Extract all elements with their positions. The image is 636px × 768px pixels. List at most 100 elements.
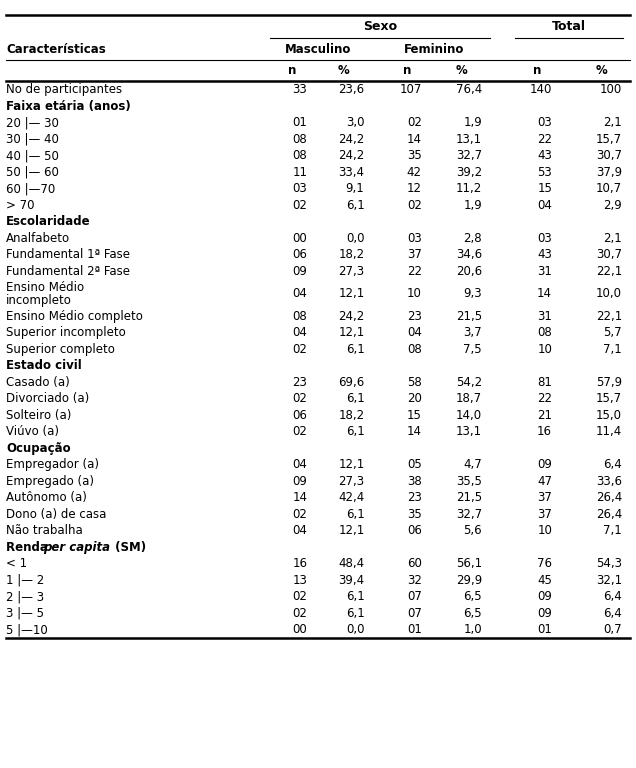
Text: 33,6: 33,6 (596, 475, 622, 488)
Text: 32: 32 (407, 574, 422, 587)
Text: 06: 06 (293, 409, 307, 422)
Text: 23,6: 23,6 (338, 83, 364, 96)
Text: Feminino: Feminino (404, 43, 464, 55)
Text: 54,3: 54,3 (596, 558, 622, 571)
Text: 3,0: 3,0 (346, 116, 364, 129)
Text: 30,7: 30,7 (596, 149, 622, 162)
Text: 9,3: 9,3 (464, 287, 482, 300)
Text: Total: Total (552, 21, 586, 33)
Text: 45: 45 (537, 574, 552, 587)
Text: 6,4: 6,4 (604, 591, 622, 604)
Text: n: n (288, 65, 297, 77)
Text: 56,1: 56,1 (456, 558, 482, 571)
Text: 23: 23 (407, 310, 422, 323)
Text: 06: 06 (407, 525, 422, 538)
Text: 01: 01 (407, 624, 422, 637)
Text: 2,8: 2,8 (464, 232, 482, 245)
Text: 7,1: 7,1 (604, 525, 622, 538)
Text: (SM): (SM) (111, 541, 146, 554)
Text: 23: 23 (293, 376, 307, 389)
Text: 33,4: 33,4 (338, 166, 364, 179)
Text: 12,1: 12,1 (338, 525, 364, 538)
Text: 6,1: 6,1 (346, 199, 364, 212)
Text: 08: 08 (293, 133, 307, 146)
Text: Fundamental 2ª Fase: Fundamental 2ª Fase (6, 265, 130, 278)
Text: 16: 16 (292, 558, 307, 571)
Text: 26,4: 26,4 (596, 492, 622, 505)
Text: Superior completo: Superior completo (6, 343, 115, 356)
Text: 11: 11 (292, 166, 307, 179)
Text: 2,1: 2,1 (604, 232, 622, 245)
Text: 15,7: 15,7 (596, 392, 622, 406)
Text: 09: 09 (293, 475, 307, 488)
Text: 03: 03 (293, 182, 307, 195)
Text: 7,1: 7,1 (604, 343, 622, 356)
Text: 69,6: 69,6 (338, 376, 364, 389)
Text: 6,5: 6,5 (464, 591, 482, 604)
Text: 58: 58 (407, 376, 422, 389)
Text: 6,1: 6,1 (346, 425, 364, 439)
Text: 22: 22 (406, 265, 422, 278)
Text: 21,5: 21,5 (456, 310, 482, 323)
Text: 31: 31 (537, 265, 552, 278)
Text: Divorciado (a): Divorciado (a) (6, 392, 90, 406)
Text: 1 |— 2: 1 |— 2 (6, 574, 45, 587)
Text: 48,4: 48,4 (338, 558, 364, 571)
Text: 0,0: 0,0 (346, 232, 364, 245)
Text: 24,2: 24,2 (338, 149, 364, 162)
Text: per capita: per capita (43, 541, 110, 554)
Text: 50 |— 60: 50 |— 60 (6, 166, 59, 179)
Text: 24,2: 24,2 (338, 310, 364, 323)
Text: Ocupação: Ocupação (6, 442, 71, 455)
Text: 37,9: 37,9 (596, 166, 622, 179)
Text: Sexo: Sexo (363, 21, 397, 33)
Text: 09: 09 (293, 265, 307, 278)
Text: 02: 02 (407, 199, 422, 212)
Text: 11,4: 11,4 (596, 425, 622, 439)
Text: Empregador (a): Empregador (a) (6, 458, 99, 472)
Text: 29,9: 29,9 (456, 574, 482, 587)
Text: 14,0: 14,0 (456, 409, 482, 422)
Text: 20: 20 (407, 392, 422, 406)
Text: 27,3: 27,3 (338, 475, 364, 488)
Text: Estado civil: Estado civil (6, 359, 82, 372)
Text: 10,0: 10,0 (596, 287, 622, 300)
Text: 04: 04 (293, 525, 307, 538)
Text: 12,1: 12,1 (338, 326, 364, 339)
Text: 18,2: 18,2 (338, 248, 364, 261)
Text: 35,5: 35,5 (456, 475, 482, 488)
Text: 14: 14 (537, 287, 552, 300)
Text: incompleto: incompleto (6, 294, 73, 306)
Text: 22,1: 22,1 (596, 265, 622, 278)
Text: 30,7: 30,7 (596, 248, 622, 261)
Text: n: n (403, 65, 411, 77)
Text: 30 |— 40: 30 |— 40 (6, 133, 59, 146)
Text: 76: 76 (537, 558, 552, 571)
Text: 1,0: 1,0 (464, 624, 482, 637)
Text: 15: 15 (407, 409, 422, 422)
Text: 0,0: 0,0 (346, 624, 364, 637)
Text: 14: 14 (406, 133, 422, 146)
Text: 6,1: 6,1 (346, 607, 364, 620)
Text: 54,2: 54,2 (456, 376, 482, 389)
Text: 13,1: 13,1 (456, 425, 482, 439)
Text: Viúvo (a): Viúvo (a) (6, 425, 59, 439)
Text: 11,2: 11,2 (456, 182, 482, 195)
Text: 02: 02 (293, 343, 307, 356)
Text: Superior incompleto: Superior incompleto (6, 326, 126, 339)
Text: 26,4: 26,4 (596, 508, 622, 521)
Text: No de participantes: No de participantes (6, 83, 123, 96)
Text: 09: 09 (537, 591, 552, 604)
Text: Ensino Médio: Ensino Médio (6, 281, 85, 293)
Text: 08: 08 (537, 326, 552, 339)
Text: 60: 60 (407, 558, 422, 571)
Text: 03: 03 (407, 232, 422, 245)
Text: 23: 23 (407, 492, 422, 505)
Text: 02: 02 (293, 425, 307, 439)
Text: 37: 37 (407, 248, 422, 261)
Text: Masculino: Masculino (285, 43, 351, 55)
Text: 39,2: 39,2 (456, 166, 482, 179)
Text: %: % (595, 65, 607, 77)
Text: 18,2: 18,2 (338, 409, 364, 422)
Text: 04: 04 (537, 199, 552, 212)
